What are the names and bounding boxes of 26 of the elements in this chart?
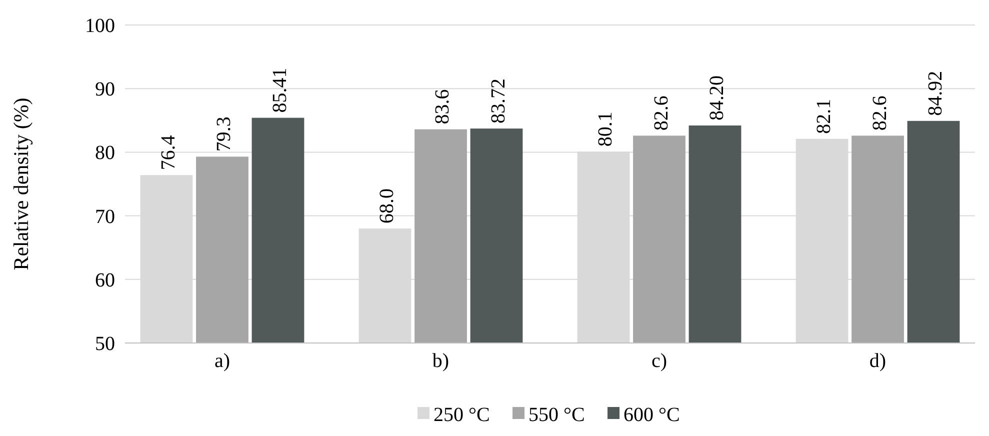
x-tick-label: c) — [651, 350, 668, 372]
y-tick-label: 90 — [95, 78, 115, 101]
data-label: 83.6 — [432, 89, 454, 124]
data-label: 85.41 — [268, 68, 291, 113]
data-label: 83.72 — [487, 78, 510, 124]
y-tick-label: 50 — [95, 333, 115, 355]
x-tick-label: b) — [432, 350, 450, 372]
data-label: 68.0 — [376, 188, 398, 224]
y-tick-label: 100 — [85, 15, 115, 37]
data-label: 80.1 — [594, 112, 617, 147]
legend-label: 250 °C — [434, 404, 490, 426]
data-label: 84.20 — [706, 75, 728, 120]
y-tick-label: 70 — [95, 206, 115, 228]
legend-label: 550 °C — [528, 404, 585, 426]
data-label: 84.92 — [924, 70, 947, 116]
y-axis-title: Relative density (%) — [9, 98, 33, 270]
data-label: 82.1 — [813, 98, 836, 134]
data-label: 76.4 — [157, 135, 180, 170]
y-tick-label: 80 — [95, 142, 115, 164]
y-tick-label: 60 — [95, 269, 115, 292]
data-label: 82.6 — [868, 96, 891, 131]
legend-label: 600 °C — [624, 404, 680, 426]
data-label: 79.3 — [213, 116, 236, 152]
x-tick-label: d) — [869, 350, 886, 372]
data-label: 82.6 — [650, 96, 672, 131]
x-tick-label: a) — [214, 350, 230, 372]
